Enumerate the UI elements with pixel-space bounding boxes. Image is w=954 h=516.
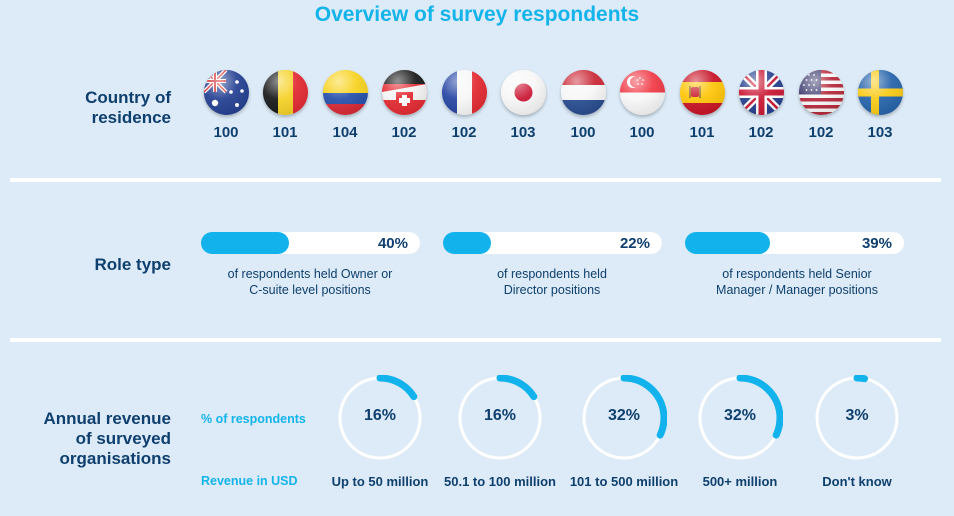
- colombia-flag-icon: [322, 70, 368, 115]
- flag-count: 102: [391, 124, 417, 141]
- singapore-flag-icon: [619, 70, 665, 115]
- australia-flag-icon: [203, 70, 249, 115]
- role-bar-owner: 40%: [201, 232, 420, 254]
- flag-item: 101: [260, 70, 310, 141]
- donut-percent: 32%: [607, 407, 641, 424]
- flag-count: 103: [867, 124, 893, 141]
- flag-item: 102: [736, 70, 786, 141]
- donut-percent: 32%: [723, 407, 757, 424]
- divider-top: [10, 178, 941, 182]
- flag-item: 102: [379, 70, 429, 141]
- role-desc-line: C-suite level positions: [249, 283, 371, 297]
- role-desc-line: of respondents held: [497, 267, 607, 281]
- revenue-donut: 3%: [813, 374, 901, 462]
- japan-flag-icon: [500, 70, 546, 115]
- netherlands-flag-icon: [560, 70, 606, 115]
- flag-count: 101: [689, 124, 715, 141]
- revenue-section-label: Annual revenue of surveyed organisations: [10, 409, 171, 469]
- france-flag-icon: [441, 70, 487, 115]
- divider-bottom: [10, 338, 941, 342]
- flag-item: 103: [855, 70, 905, 141]
- revenue-donut: 32%: [580, 374, 668, 462]
- role-bar-fill: [201, 232, 289, 254]
- revenue-range-label: Don't know: [822, 474, 892, 489]
- donut-arc: [580, 374, 668, 462]
- sweden-flag-icon: [857, 70, 903, 115]
- flag-count: 102: [748, 124, 774, 141]
- uk-flag-icon: [738, 70, 784, 115]
- revenue-label-line1: Annual revenue: [43, 409, 171, 428]
- donut-percent: 16%: [483, 407, 517, 424]
- revenue-range-label: 500+ million: [702, 474, 778, 489]
- revenue-label-line3: organisations: [59, 449, 171, 468]
- role-section-label: Role type: [94, 255, 171, 274]
- flag-count: 102: [808, 124, 834, 141]
- flag-item: 101: [677, 70, 727, 141]
- flag-item: 100: [558, 70, 608, 141]
- donut-arc: [456, 374, 544, 462]
- role-bar-manager: 39%: [685, 232, 904, 254]
- donut-arc: [696, 374, 784, 462]
- country-section-label: Country of residence: [40, 88, 171, 128]
- flag-item: 100: [617, 70, 667, 141]
- flag-item: 100: [201, 70, 251, 141]
- flag-item: 104: [320, 70, 370, 141]
- role-desc-line: Director positions: [503, 283, 601, 297]
- revenue-donut: 32%: [696, 374, 784, 462]
- role-bar-percent: 40%: [377, 235, 408, 252]
- flag-count: 100: [629, 124, 655, 141]
- spain-flag-icon: [679, 70, 725, 115]
- role-desc-owner: of respondents held Owner or C-suite lev…: [190, 266, 430, 298]
- flag-count: 104: [332, 124, 358, 141]
- role-desc-line: Manager / Manager positions: [716, 283, 878, 297]
- flag-item: 102: [439, 70, 489, 141]
- revenue-donut: 16%: [456, 374, 544, 462]
- belgium-flag-icon: [262, 70, 308, 115]
- revenue-range-label: Up to 50 million: [331, 474, 429, 489]
- role-bar-director: 22%: [443, 232, 662, 254]
- flag-count: 101: [272, 124, 298, 141]
- percent-respondents-header: % of respondents: [201, 412, 306, 426]
- usa-flag-icon: [798, 70, 844, 115]
- revenue-label-line2: of surveyed: [75, 429, 171, 448]
- role-bar-fill: [685, 232, 771, 254]
- flag-item: 103: [498, 70, 548, 141]
- revenue-range-label: 101 to 500 million: [569, 474, 679, 489]
- role-bar-percent: 39%: [861, 235, 892, 252]
- flag-item: 102: [796, 70, 846, 141]
- flag-count: 103: [510, 124, 536, 141]
- role-desc-director: of respondents held Director positions: [432, 266, 672, 298]
- page-title: Overview of survey respondents: [314, 3, 640, 26]
- role-desc-manager: of respondents held Senior Manager / Man…: [677, 266, 917, 298]
- donut-arc: [813, 374, 901, 462]
- donut-percent: 3%: [845, 407, 869, 424]
- flag-count: 100: [570, 124, 596, 141]
- flag-count: 100: [213, 124, 239, 141]
- role-bar-fill: [443, 232, 492, 254]
- country-label-line1: Country of: [85, 88, 171, 107]
- austria-switzerland-flag-icon: [381, 70, 427, 115]
- donut-percent: 16%: [363, 407, 397, 424]
- flag-count: 102: [451, 124, 477, 141]
- donut-arc: [336, 374, 424, 462]
- revenue-range-label: 50.1 to 100 million: [444, 474, 556, 489]
- country-label-line2: residence: [91, 108, 171, 127]
- role-bar-percent: 22%: [619, 235, 650, 252]
- role-desc-line: of respondents held Senior: [722, 267, 872, 281]
- revenue-donut: 16%: [336, 374, 424, 462]
- role-desc-line: of respondents held Owner or: [227, 267, 393, 281]
- revenue-usd-header: Revenue in USD: [201, 474, 298, 488]
